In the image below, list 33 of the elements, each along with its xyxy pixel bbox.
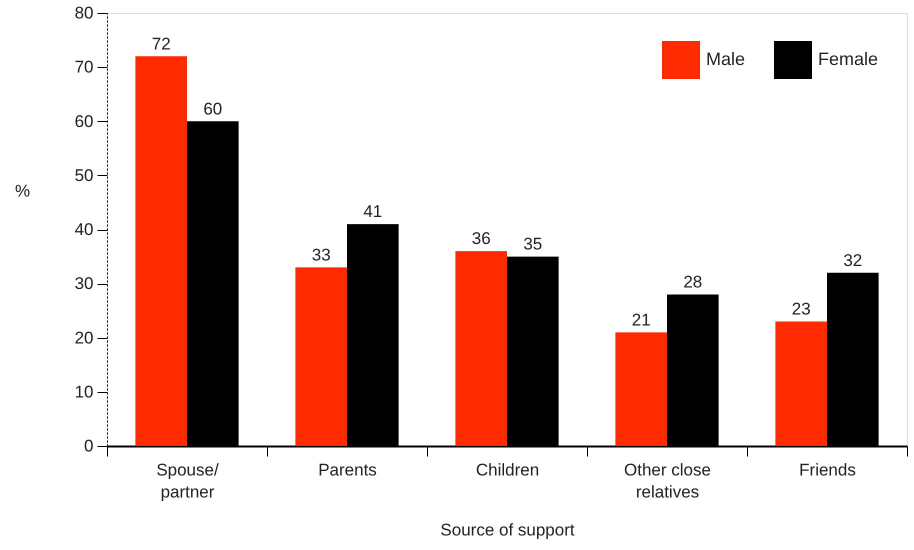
legend-label: Female	[818, 49, 878, 69]
y-tick-label: 60	[74, 112, 94, 131]
data-label: 35	[523, 234, 542, 254]
data-label: 32	[843, 250, 862, 270]
y-axis-title: %	[14, 182, 30, 200]
data-label: 41	[363, 202, 382, 222]
y-tick-label: 40	[74, 220, 94, 239]
bar	[615, 332, 667, 446]
data-label: 33	[312, 245, 331, 264]
y-tick-label: 20	[74, 328, 94, 348]
y-tick-label: 50	[74, 166, 94, 185]
x-tick-label: Other close relatives	[624, 460, 711, 502]
y-tick-label: 0	[84, 436, 94, 456]
data-label: 21	[632, 310, 651, 330]
data-label: 72	[152, 34, 171, 54]
bar	[135, 56, 187, 446]
x-tick-label: Spouse/partner	[156, 460, 219, 502]
y-tick-label: 10	[74, 382, 94, 402]
data-label: 28	[683, 272, 702, 292]
x-tick-label: Friends	[799, 460, 856, 480]
x-axis-title: Source of support	[440, 520, 575, 540]
data-label: 60	[203, 99, 222, 118]
legend-label: Male	[706, 49, 746, 69]
y-tick-label: 70	[74, 58, 94, 77]
data-label: 23	[792, 300, 811, 319]
data-label: 36	[472, 229, 491, 248]
x-tick-label: Children	[476, 460, 540, 480]
bar	[775, 322, 827, 446]
bar	[295, 267, 347, 446]
bar	[455, 251, 507, 446]
y-tick-label: 30	[74, 274, 94, 294]
x-tick-label: Parents	[318, 460, 377, 480]
y-tick-label: 80	[74, 4, 94, 22]
